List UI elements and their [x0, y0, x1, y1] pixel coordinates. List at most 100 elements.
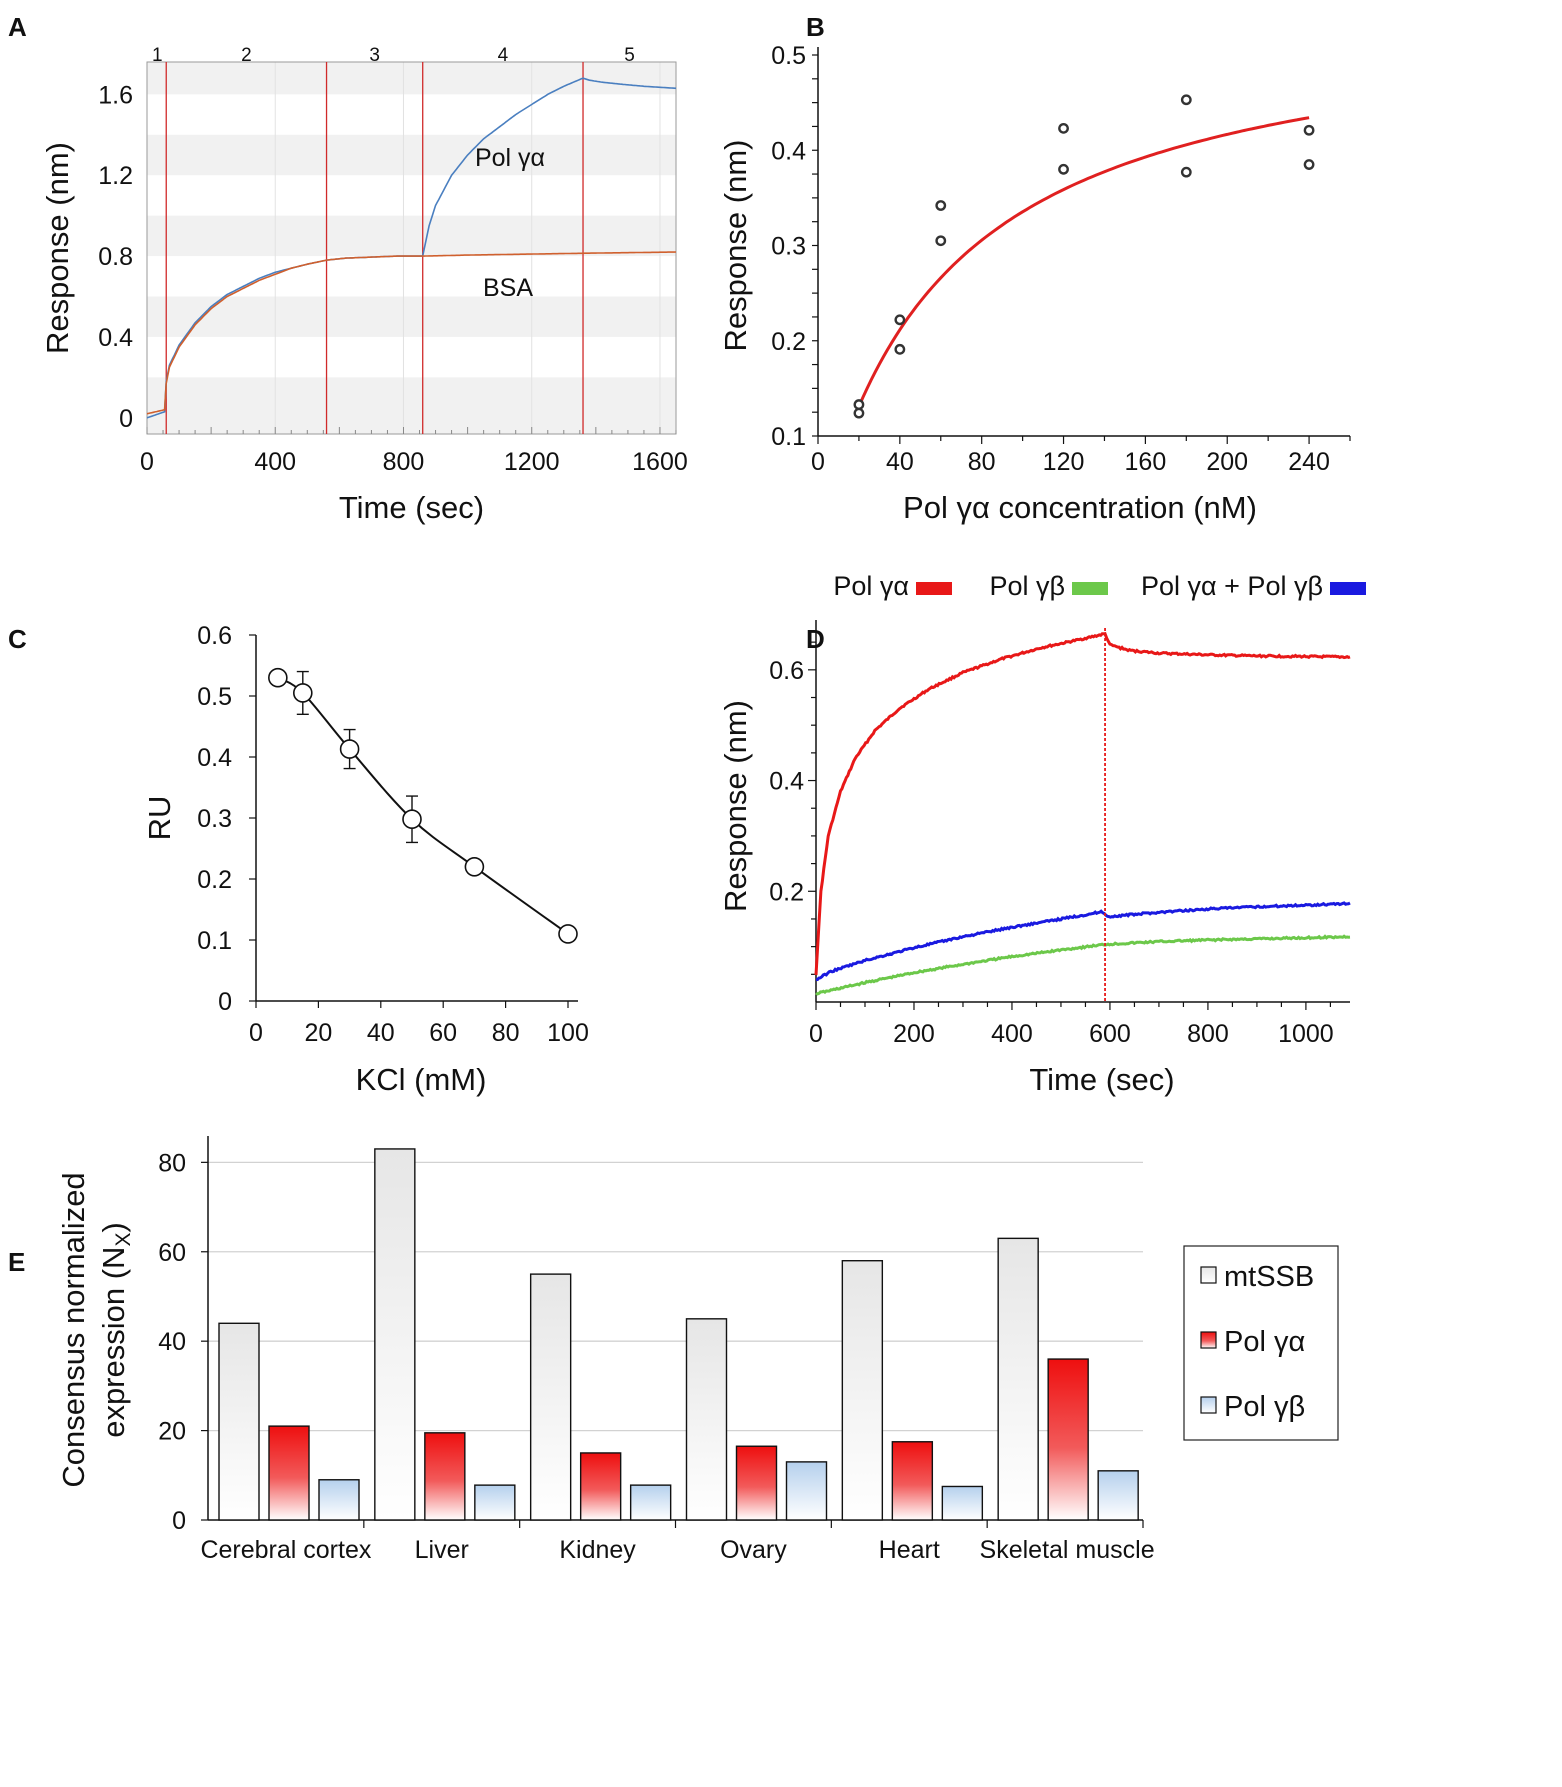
category-label: Ovary	[720, 1536, 787, 1564]
bar-0-2	[529, 1273, 572, 1521]
legend-swatch-1	[1072, 582, 1108, 595]
legend-swatch-2	[1330, 582, 1366, 595]
x-tick-label: 80	[968, 448, 996, 476]
x-tick-label: 40	[367, 1019, 395, 1047]
data-point-5	[558, 924, 578, 944]
data-point-4	[935, 200, 947, 211]
legend-label-1: Pol γα	[1224, 1326, 1305, 1358]
data-point-10	[1303, 124, 1315, 136]
y-tick-label: 60	[158, 1239, 186, 1267]
series-line-0	[814, 631, 1351, 976]
y-tick-label: 0.1	[771, 423, 806, 451]
y-tick-label: 0.2	[771, 328, 806, 356]
panel-d-chart: 0 200 400 600 800 1000 0.2 0.4 0.6 Time (sec) Resp…	[718, 571, 1366, 1097]
x-tick-label: 0	[249, 1019, 263, 1047]
category-label: Heart	[879, 1536, 940, 1564]
bar-0-5	[997, 1237, 1039, 1521]
legend-label-2: Pol γα + Pol γβ	[1141, 571, 1323, 601]
x-axis-label: KCl (mM)	[356, 1062, 487, 1097]
panel-b-chart: 0 40 80 120 160 200 240 0.1 0.2 0.3 0.4 0.5 Pol γα c…	[718, 42, 1351, 525]
bar-2-4	[941, 1485, 984, 1521]
y-tick-label: 0.4	[98, 324, 133, 352]
x-axis-label: Time (sec)	[1029, 1062, 1174, 1097]
legend-swatch-2	[1200, 1396, 1217, 1414]
data-point-7	[1058, 163, 1069, 175]
grid-band-4	[147, 62, 676, 95]
grid-band-3	[147, 134, 676, 176]
grid-band-1	[147, 296, 676, 337]
bar-2-3	[785, 1461, 828, 1521]
data-point-4	[464, 856, 485, 877]
data-point-6	[1058, 122, 1069, 134]
bar-1-0	[268, 1425, 310, 1521]
phase-label-5: 5	[624, 45, 635, 66]
y-tick-label: 0	[172, 1507, 186, 1535]
y-tick-label: 0.2	[197, 866, 232, 894]
y-tick-label: 1.6	[98, 81, 133, 109]
y-tick-label: 0	[119, 405, 133, 433]
grid-band-2	[147, 215, 676, 257]
x-tick-label: 200	[893, 1020, 935, 1048]
x-tick-label: 80	[492, 1019, 520, 1047]
plot-frame	[146, 61, 677, 435]
y-tick-label: 0.5	[197, 683, 232, 711]
panel-label-e: E	[8, 1247, 25, 1277]
category-label: Cerebral cortex	[200, 1536, 371, 1564]
data-point-11	[1303, 159, 1315, 170]
legend-swatch-0	[1200, 1266, 1217, 1284]
bar-0-4	[841, 1260, 884, 1521]
x-axis-label: Time (sec)	[339, 490, 484, 525]
bar-0-3	[685, 1318, 728, 1521]
x-axis-label: Pol γα concentration (nM)	[903, 490, 1257, 525]
bar-2-5	[1097, 1470, 1139, 1521]
data-point-1	[292, 683, 313, 703]
legend-label-0: Pol γα	[833, 571, 909, 601]
bar-1-5	[1047, 1358, 1089, 1521]
series-line-2	[815, 901, 1351, 982]
y-tick-label: 80	[158, 1149, 186, 1177]
y-tick-label: 0.5	[771, 42, 806, 70]
phase-label-1: 1	[152, 45, 163, 66]
y-tick-label: 0	[218, 988, 232, 1016]
data-point-9	[1180, 166, 1192, 178]
y-axis-label: RU	[142, 796, 177, 841]
y-tick-label: 0.6	[197, 622, 232, 650]
x-tick-label: 100	[547, 1019, 589, 1047]
x-tick-label: 0	[809, 1020, 823, 1048]
bar-1-4	[891, 1441, 934, 1521]
grid-band-0	[147, 377, 676, 434]
bar-1-2	[579, 1452, 622, 1521]
bar-0-0	[218, 1322, 260, 1521]
category-label: Kidney	[559, 1536, 636, 1564]
phase-label-3: 3	[369, 45, 380, 66]
y-axis-label-subscript: X	[112, 1233, 135, 1247]
bar-2-1	[474, 1484, 516, 1521]
phase-label-2: 2	[241, 45, 252, 66]
y-tick-label: 0.8	[98, 243, 133, 271]
legend-swatch-0	[916, 582, 952, 595]
data-point-2	[894, 314, 906, 326]
data-point-0	[268, 667, 288, 688]
x-tick-label: 400	[254, 448, 296, 476]
x-tick-label: 60	[429, 1019, 457, 1047]
category-label: Liver	[415, 1536, 469, 1564]
panel-c-chart: 0 20 40 60 80 100 0 0.1 0.2 0.3 0.4 0.5 0.6 KCl (mM) R…	[142, 622, 589, 1097]
category-label: Skeletal muscle	[980, 1536, 1155, 1564]
legend-label-1: Pol γβ	[989, 571, 1065, 601]
y-axis-label-text: expression (N	[96, 1247, 131, 1438]
x-tick-label: 120	[1043, 448, 1085, 476]
fit-curve	[857, 116, 1310, 408]
bar-0-1	[374, 1148, 416, 1521]
y-tick-label: 0.1	[197, 927, 232, 955]
y-tick-label: 0.6	[769, 657, 804, 685]
x-tick-label: 1600	[632, 448, 688, 476]
y-tick-label: 0.4	[771, 137, 806, 165]
panel-label-b: B	[806, 12, 825, 42]
data-point-1	[853, 407, 865, 419]
data-point-8	[1180, 94, 1192, 106]
y-tick-label: 1.2	[98, 162, 133, 190]
panel-a-chart: 1 2 3 4 5 0 400 800 1200 1600 0 0.4 0.8 1.2 1.6 Time (s…	[40, 45, 688, 525]
y-tick-label: 0.4	[197, 744, 232, 772]
data-point-2	[339, 739, 360, 759]
